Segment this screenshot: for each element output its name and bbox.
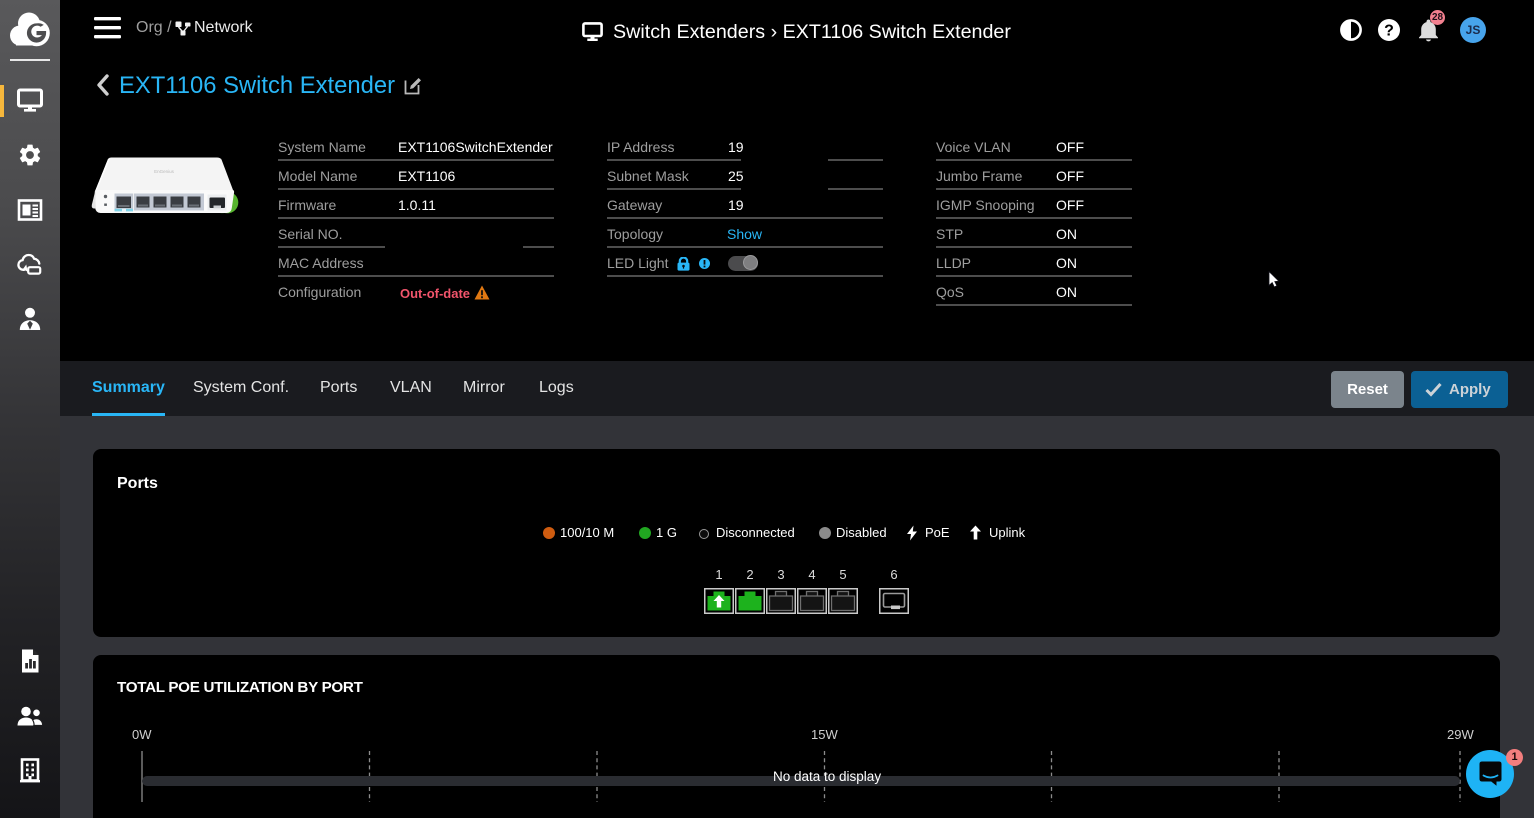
svg-text:EnGenius: EnGenius xyxy=(154,169,175,174)
svg-text:?: ? xyxy=(1384,23,1394,40)
